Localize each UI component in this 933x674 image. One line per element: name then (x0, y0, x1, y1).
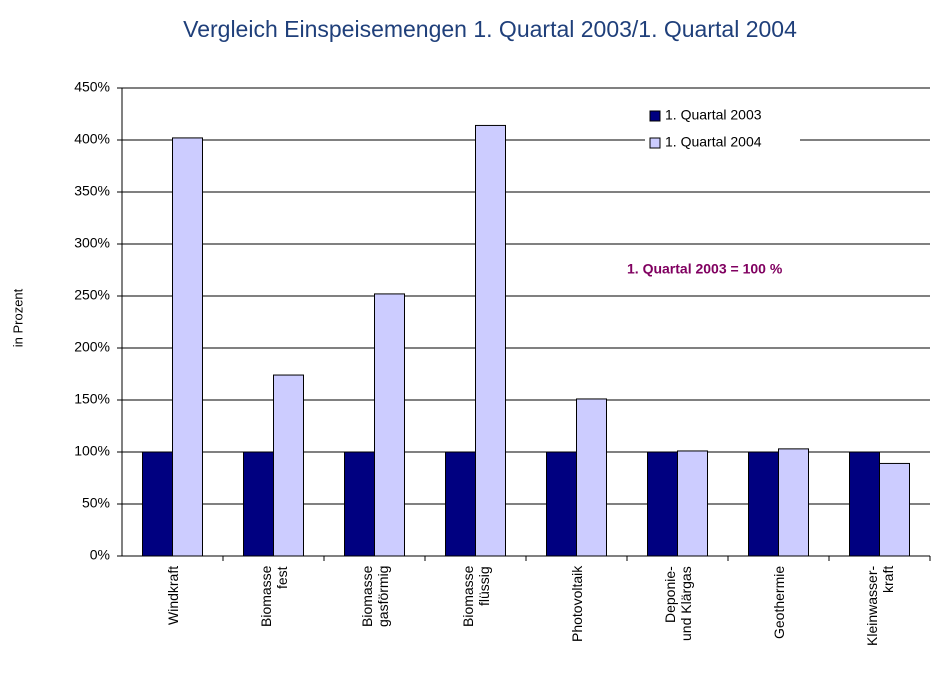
y-tick-label: 50% (82, 495, 110, 511)
bar (576, 398, 607, 557)
bar (546, 451, 577, 557)
y-tick-label: 350% (74, 183, 110, 199)
bar (475, 124, 506, 557)
bar (849, 451, 880, 557)
y-tick-label: 0% (90, 547, 110, 563)
bar (748, 451, 779, 557)
annotation: 1. Quartal 2003 = 100 % (627, 261, 783, 277)
chart-title: Vergleich Einspeisemengen 1. Quartal 200… (183, 16, 797, 42)
legend-label: 1. Quartal 2004 (665, 134, 762, 150)
y-tick-label: 150% (74, 391, 110, 407)
bar (243, 451, 274, 557)
y-tick-label: 200% (74, 339, 110, 355)
bar (374, 293, 405, 557)
y-tick-label: 450% (74, 79, 110, 95)
bar (677, 450, 708, 557)
x-tick-label: Biomasse fest (257, 566, 290, 628)
y-tick-label: 100% (74, 443, 110, 459)
legend-label: 1. Quartal 2003 (665, 107, 762, 123)
bar (879, 462, 910, 557)
bar (647, 451, 678, 557)
x-tick-label: Biomasse flüssig (459, 566, 492, 628)
bar (778, 448, 809, 557)
x-tick-label: Photovoltaik (568, 566, 585, 643)
bar (273, 374, 304, 557)
legend-box (645, 103, 800, 158)
bar (142, 451, 173, 557)
x-tick-label: Geothermie (770, 566, 787, 640)
y-tick-label: 250% (74, 287, 110, 303)
bar (172, 137, 203, 557)
x-tick-label: Windkraft (164, 566, 181, 626)
y-tick-label: 300% (74, 235, 110, 251)
y-tick-label: 400% (74, 131, 110, 147)
x-tick-label: Deponie- und Klärgas (661, 566, 694, 641)
bar (445, 451, 476, 557)
y-axis-label: in Prozent (10, 288, 25, 347)
x-tick-label: Kleinwasser- kraft (863, 566, 896, 647)
x-tick-label: Biomasse gasförmig (358, 566, 391, 628)
legend-swatch (649, 110, 661, 122)
legend-swatch (649, 137, 661, 149)
bar (344, 451, 375, 557)
